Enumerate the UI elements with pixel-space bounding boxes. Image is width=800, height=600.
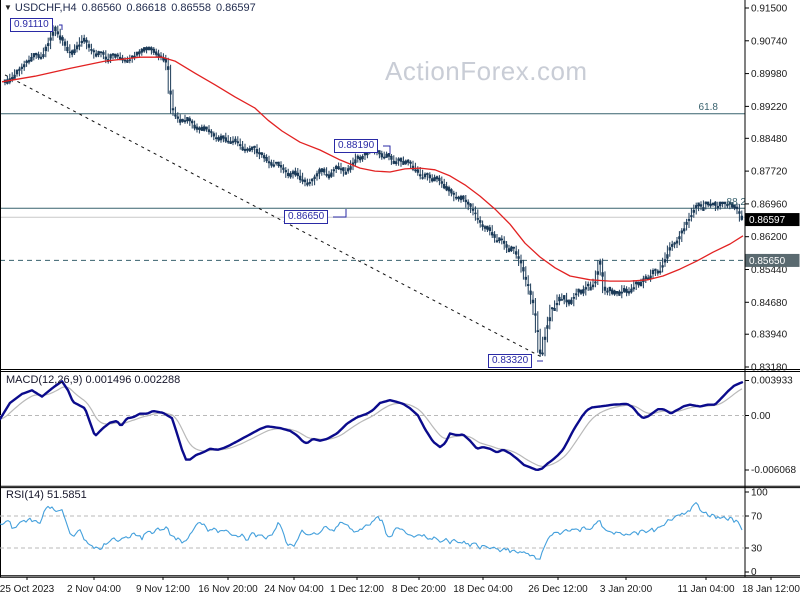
- ohlc-open: 0.86560: [81, 2, 122, 14]
- candle-bodies: [3, 26, 743, 355]
- current-price-tag: [745, 213, 800, 227]
- price-tick-label: 0.86960: [751, 199, 788, 210]
- price-tick-label: 0.85440: [751, 265, 788, 276]
- panel-borders: [0, 0, 800, 578]
- time-tick-label: 18 Jan 12:00: [742, 584, 800, 595]
- symbol-header: ▼ USDCHF,H4 0.86560 0.86618 0.86558 0.86597: [4, 2, 261, 14]
- price-tick-label: 0.86200: [751, 232, 788, 243]
- price-tick-label: 0.88480: [751, 134, 788, 145]
- macd-tick-label: -0.006068: [751, 465, 796, 476]
- ohlc-close: 0.86597: [215, 2, 256, 14]
- price-tick-label: 0.87720: [751, 167, 788, 178]
- price-tick-label: 0.89220: [751, 102, 788, 113]
- candlesticks: [3, 25, 743, 357]
- macd-indicator-label: MACD(12,26,9) 0.001496 0.002288: [6, 374, 181, 386]
- macd-main-line: [0, 380, 744, 471]
- rsi-line: [0, 502, 743, 560]
- price-tick-label: 0.83180: [751, 363, 788, 374]
- price-tick-label: 0.90740: [751, 36, 788, 47]
- time-tick-label: 9 Nov 12:00: [136, 584, 190, 595]
- macd-tick-label: 0.00: [751, 411, 771, 422]
- time-tick-label: 24 Nov 04:00: [264, 584, 324, 595]
- rsi-tick-label: 100: [751, 488, 768, 499]
- time-axis[interactable]: 25 Oct 2023 2 Nov 04:00 9 Nov 12:00 16 Nov …: [0, 577, 800, 595]
- ohlc-high: 0.86618: [126, 2, 167, 14]
- time-tick-label: 3 Jan 20:00: [600, 584, 653, 595]
- price-axis[interactable]: 0.91500 0.90740 0.89980 0.89220 0.88480 0.877…: [745, 4, 800, 374]
- price-annotation[interactable]: 0.83320: [488, 354, 533, 368]
- candle-wicks: [4, 25, 743, 357]
- collapse-arrow-icon: ▼: [4, 3, 12, 12]
- moving-average-line[interactable]: [1, 56, 744, 282]
- level-price-tag-label: 0.85650: [749, 256, 786, 267]
- price-tick-label: 0.84680: [751, 298, 788, 309]
- horizontal-levels: [0, 74, 745, 357]
- descending-trendline[interactable]: [4, 74, 541, 357]
- price-tick-label: 0.83940: [751, 330, 788, 341]
- level-price-tag: [745, 253, 800, 267]
- price-tick-label: 0.89980: [751, 69, 788, 80]
- rsi-tick-label: 30: [751, 544, 763, 555]
- macd-signal-line: [0, 386, 743, 468]
- macd-tick-label: 0.003933: [751, 376, 793, 387]
- ohlc-low: 0.86558: [171, 2, 211, 14]
- time-tick-label: 8 Dec 20:00: [392, 584, 446, 595]
- price-tick-label: 0.91500: [751, 4, 788, 15]
- annotation-connector: [333, 209, 347, 218]
- time-tick-label: 1 Dec 12:00: [330, 584, 384, 595]
- price-annotation[interactable]: 0.88190: [334, 139, 379, 153]
- price-annotation[interactable]: 0.91110: [10, 18, 53, 32]
- time-tick-label: 16 Nov 20:00: [198, 584, 258, 595]
- actionforex-watermark: ActionForex.com: [385, 56, 588, 86]
- rsi-panel[interactable]: 100 70 30 0: [0, 488, 768, 579]
- time-tick-label: 25 Oct 2023: [0, 584, 55, 595]
- price-annotation[interactable]: 0.86650: [284, 210, 329, 224]
- time-tick-label: 11 Jan 04:00: [677, 584, 735, 595]
- time-tick-label: 26 Dec 12:00: [528, 584, 588, 595]
- fib-level-label: 88.2: [727, 197, 747, 208]
- annotation-connector: [59, 24, 63, 30]
- current-price-tag-label: 0.86597: [749, 215, 786, 226]
- annotation-connector: [383, 145, 391, 154]
- annotation-connectors: [59, 24, 543, 362]
- macd-panel[interactable]: 0.003933 0.00 -0.006068: [0, 376, 796, 477]
- rsi-tick-label: 70: [751, 512, 763, 523]
- symbol-timeframe-label: USDCHF,H4: [14, 2, 77, 14]
- rsi-indicator-label: RSI(14) 51.5851: [6, 489, 87, 501]
- time-tick-label: 18 Dec 04:00: [453, 584, 513, 595]
- fib-level-label: 61.8: [699, 102, 719, 113]
- rsi-tick-label: 0: [751, 567, 757, 578]
- time-tick-label: 2 Nov 04:00: [67, 584, 121, 595]
